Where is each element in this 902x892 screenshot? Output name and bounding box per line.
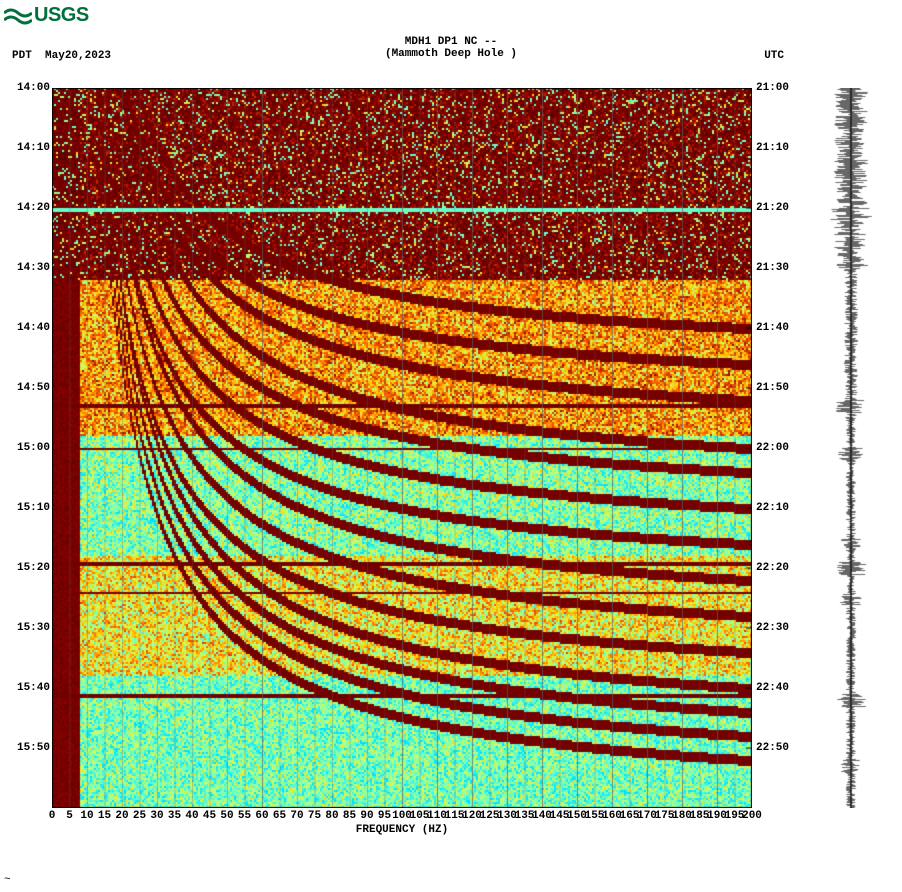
x-tick: 65 bbox=[273, 810, 286, 822]
y-left-tick: 15:50 bbox=[17, 742, 50, 754]
usgs-waves-icon bbox=[4, 7, 32, 25]
y-left-tick: 14:50 bbox=[17, 382, 50, 394]
y-right-tick: 22:30 bbox=[756, 622, 789, 634]
logo-text: USGS bbox=[34, 4, 89, 26]
y-right-tick: 22:50 bbox=[756, 742, 789, 754]
y-left-tick: 15:20 bbox=[17, 562, 50, 574]
x-tick: 40 bbox=[185, 810, 198, 822]
y-right-tick: 22:10 bbox=[756, 502, 789, 514]
x-tick: 5 bbox=[66, 810, 73, 822]
x-tick: 35 bbox=[168, 810, 181, 822]
seismogram-canvas bbox=[806, 88, 896, 808]
y-left-tick: 14:00 bbox=[17, 82, 50, 94]
y-axis-left: 14:0014:1014:2014:3014:4014:5015:0015:10… bbox=[10, 88, 50, 808]
footer-mark: ~ bbox=[4, 874, 11, 886]
y-axis-right: 21:0021:1021:2021:3021:4021:5022:0022:10… bbox=[756, 88, 796, 808]
usgs-logo: USGS bbox=[4, 4, 89, 27]
title-line1: MDH1 DP1 NC -- bbox=[0, 36, 902, 48]
x-tick: 25 bbox=[133, 810, 146, 822]
y-right-tick: 21:10 bbox=[756, 142, 789, 154]
x-tick: 90 bbox=[360, 810, 373, 822]
x-tick: 75 bbox=[308, 810, 321, 822]
header-right: UTC bbox=[764, 50, 784, 62]
y-left-tick: 14:40 bbox=[17, 322, 50, 334]
x-tick: 20 bbox=[115, 810, 128, 822]
header-left: PDT May20,2023 bbox=[12, 50, 111, 62]
y-right-tick: 21:40 bbox=[756, 322, 789, 334]
x-tick: 95 bbox=[378, 810, 391, 822]
y-right-tick: 21:20 bbox=[756, 202, 789, 214]
date: May20,2023 bbox=[45, 50, 111, 62]
x-tick: 70 bbox=[290, 810, 303, 822]
x-tick: 50 bbox=[220, 810, 233, 822]
spectrogram-canvas bbox=[52, 88, 752, 808]
y-left-tick: 14:10 bbox=[17, 142, 50, 154]
x-axis-label: FREQUENCY (HZ) bbox=[52, 824, 752, 836]
x-tick: 10 bbox=[80, 810, 93, 822]
x-tick: 85 bbox=[343, 810, 356, 822]
x-tick: 0 bbox=[49, 810, 56, 822]
y-left-tick: 14:20 bbox=[17, 202, 50, 214]
y-right-tick: 22:40 bbox=[756, 682, 789, 694]
x-tick: 60 bbox=[255, 810, 268, 822]
spectrogram-plot bbox=[52, 88, 752, 808]
y-left-tick: 15:40 bbox=[17, 682, 50, 694]
y-right-tick: 21:00 bbox=[756, 82, 789, 94]
x-tick: 55 bbox=[238, 810, 251, 822]
left-tz: PDT bbox=[12, 50, 32, 62]
y-right-tick: 21:50 bbox=[756, 382, 789, 394]
x-tick: 15 bbox=[98, 810, 111, 822]
y-right-tick: 21:30 bbox=[756, 262, 789, 274]
y-right-tick: 22:00 bbox=[756, 442, 789, 454]
y-left-tick: 15:10 bbox=[17, 502, 50, 514]
x-tick: 30 bbox=[150, 810, 163, 822]
right-tz: UTC bbox=[764, 50, 784, 62]
x-axis: 0510152025303540455055606570758085909510… bbox=[52, 810, 752, 824]
y-right-tick: 22:20 bbox=[756, 562, 789, 574]
y-left-tick: 15:30 bbox=[17, 622, 50, 634]
x-tick: 200 bbox=[742, 810, 762, 822]
seismogram-plot bbox=[806, 88, 896, 808]
x-tick: 45 bbox=[203, 810, 216, 822]
y-left-tick: 14:30 bbox=[17, 262, 50, 274]
y-left-tick: 15:00 bbox=[17, 442, 50, 454]
x-tick: 80 bbox=[325, 810, 338, 822]
